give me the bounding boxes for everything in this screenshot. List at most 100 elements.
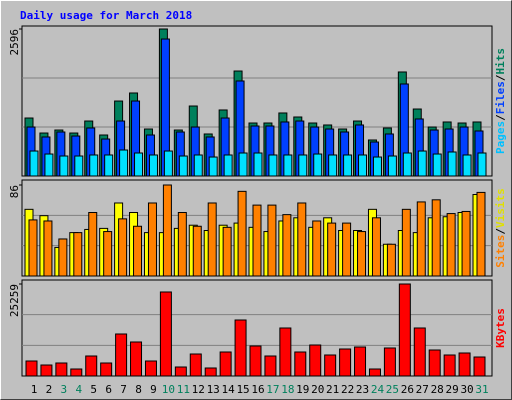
bar (219, 351, 232, 377)
bar (354, 346, 367, 377)
bar (402, 152, 412, 177)
bar (159, 291, 172, 377)
bar (446, 213, 456, 277)
bar (130, 341, 143, 377)
bar (461, 210, 471, 277)
bar (279, 327, 292, 377)
bar (223, 154, 233, 177)
bar (162, 184, 172, 277)
legend: Pages/Files/Hits (494, 48, 507, 154)
bar (339, 348, 352, 377)
bar (387, 155, 397, 177)
legend-separator: / (494, 228, 507, 235)
x-tick-label: 28 (431, 383, 444, 396)
bar (473, 356, 486, 377)
bar (28, 219, 38, 277)
bar (70, 368, 83, 377)
bar (398, 283, 411, 377)
bar (43, 220, 53, 277)
x-tick-label: 11 (177, 383, 190, 396)
bar (417, 150, 427, 177)
bar (458, 352, 471, 377)
bar (59, 155, 69, 177)
x-tick-label: 3 (61, 383, 68, 396)
bar (342, 222, 352, 277)
bar (174, 366, 187, 377)
bar (371, 217, 381, 277)
x-tick-label: 2 (46, 383, 53, 396)
bar (264, 355, 277, 377)
x-tick-label: 7 (120, 383, 127, 396)
x-tick-label: 4 (75, 383, 82, 396)
x-tick-label: 27 (416, 383, 429, 396)
bar (29, 150, 39, 177)
bar (312, 220, 322, 277)
bar (327, 222, 337, 277)
bar (476, 191, 486, 277)
bar (204, 367, 217, 377)
x-tick-label: 9 (150, 383, 157, 396)
bar (178, 155, 188, 177)
bar (443, 354, 456, 377)
bar (267, 204, 277, 277)
y-tick-label: 25259 (8, 284, 21, 317)
legend-entry: Pages (494, 121, 507, 154)
bar (324, 354, 337, 377)
x-tick-label: 21 (326, 383, 339, 396)
x-tick-label: 15 (236, 383, 249, 396)
legend: KBytes (494, 308, 507, 348)
x-tick-label: 29 (446, 383, 459, 396)
bar (294, 351, 307, 377)
x-tick-label: 26 (401, 383, 414, 396)
bar (343, 154, 353, 177)
legend: Sites/Visits (494, 188, 507, 268)
bar (328, 154, 338, 177)
bar (249, 345, 262, 377)
x-tick-label: 12 (192, 383, 205, 396)
bar (386, 243, 396, 277)
x-tick-label: 13 (207, 383, 220, 396)
bar (25, 360, 38, 377)
x-tick-label: 22 (341, 383, 354, 396)
bar (237, 190, 247, 277)
bar (416, 201, 426, 277)
legend-entry: KBytes (494, 308, 507, 348)
bar (477, 152, 487, 177)
legend-separator: / (494, 74, 507, 81)
bar (368, 368, 381, 377)
bar (372, 156, 382, 177)
bar (462, 154, 472, 177)
bar (297, 202, 307, 277)
bar (89, 154, 99, 177)
bar (383, 347, 396, 377)
bar (144, 360, 157, 377)
bar (74, 155, 84, 177)
bar (298, 154, 308, 177)
x-tick-label: 19 (296, 383, 309, 396)
bar (401, 208, 411, 277)
bar (85, 355, 98, 377)
x-tick-label: 8 (135, 383, 142, 396)
bar (177, 212, 187, 277)
bar (207, 202, 217, 277)
x-tick-label: 6 (105, 383, 112, 396)
bar (193, 154, 203, 177)
bar (133, 225, 143, 277)
legend-entry: Sites (494, 235, 507, 268)
bar (119, 149, 129, 177)
bar (73, 232, 83, 277)
x-tick-label: 1 (31, 383, 38, 396)
bar (222, 226, 232, 277)
x-tick-label: 24 (371, 383, 385, 396)
bar (58, 238, 68, 277)
bar (238, 152, 248, 177)
bar (447, 151, 457, 177)
bar (268, 154, 278, 177)
legend-entry: Files (494, 81, 507, 114)
bar (192, 225, 202, 277)
bar (309, 344, 322, 377)
chart-title: Daily usage for March 2018 (20, 9, 192, 22)
bar (104, 154, 114, 177)
x-tick-label: 30 (460, 383, 473, 396)
